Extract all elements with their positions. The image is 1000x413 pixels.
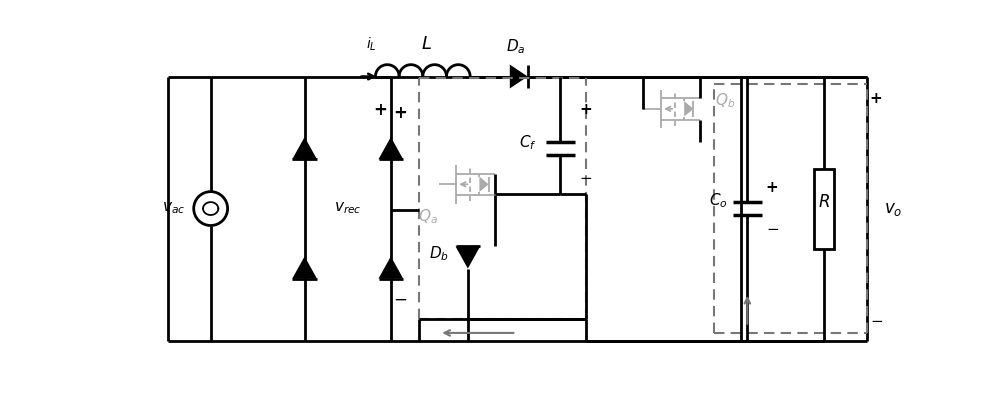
Text: +: +: [579, 102, 592, 117]
Polygon shape: [292, 137, 317, 159]
Text: $-$: $-$: [870, 311, 883, 327]
Polygon shape: [479, 177, 489, 192]
Text: $\mathit{C_o}$: $\mathit{C_o}$: [709, 192, 727, 210]
Text: +: +: [870, 90, 883, 106]
Text: +: +: [373, 101, 387, 119]
Text: $\mathit{i_L}$: $\mathit{i_L}$: [366, 36, 377, 53]
Polygon shape: [379, 256, 403, 278]
Text: $\mathit{C_f}$: $\mathit{C_f}$: [519, 133, 537, 152]
Text: $\mathit{L}$: $\mathit{L}$: [421, 36, 432, 53]
Text: $\mathit{Q_a}$: $\mathit{Q_a}$: [418, 207, 438, 226]
Polygon shape: [292, 256, 317, 278]
Text: $\mathit{v_o}$: $\mathit{v_o}$: [884, 199, 902, 218]
Text: $-$: $-$: [766, 220, 779, 235]
Polygon shape: [684, 101, 693, 116]
Text: $\mathit{v_{rec}}$: $\mathit{v_{rec}}$: [334, 201, 362, 216]
Polygon shape: [379, 137, 403, 159]
Bar: [814, 169, 834, 249]
Text: $\mathit{D_a}$: $\mathit{D_a}$: [506, 37, 525, 56]
Text: +: +: [766, 180, 779, 195]
Text: $\mathit{D_b}$: $\mathit{D_b}$: [429, 244, 449, 263]
Text: +: +: [393, 104, 407, 123]
Text: $\mathit{R}$: $\mathit{R}$: [818, 193, 830, 211]
Text: $\mathit{v_{ac}}$: $\mathit{v_{ac}}$: [162, 201, 185, 216]
Text: $\mathit{Q_b}$: $\mathit{Q_b}$: [715, 92, 735, 111]
Text: $-$: $-$: [579, 169, 593, 184]
Polygon shape: [456, 247, 480, 268]
Polygon shape: [510, 64, 528, 88]
Text: $-$: $-$: [393, 289, 407, 307]
